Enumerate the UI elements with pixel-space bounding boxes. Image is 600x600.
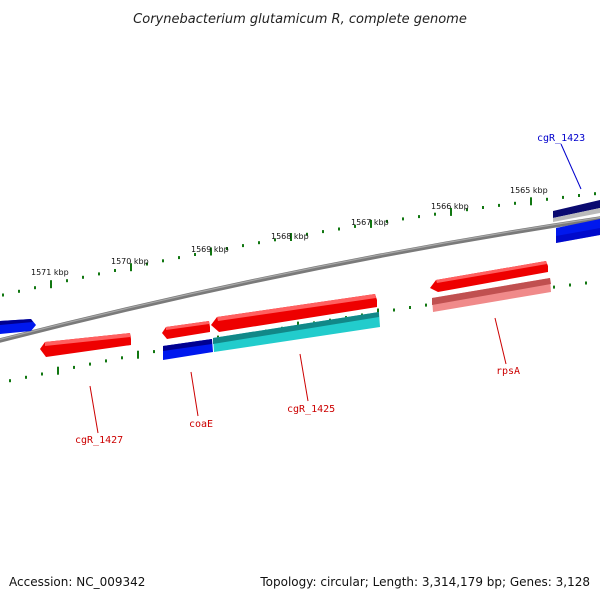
- gene-coaE-track[interactable]: [163, 339, 213, 360]
- tick-label-1569: 1569 kbp: [191, 245, 229, 254]
- page-title: Corynebacterium glutamicum R, complete g…: [133, 12, 467, 27]
- tick-label-1567: 1567 kbp: [351, 218, 389, 227]
- gene-cgR-1427[interactable]: [40, 333, 131, 357]
- gene-cgR-1423[interactable]: [553, 200, 600, 243]
- topology-text: Topology: circular; Length: 3,314,179 bp…: [259, 575, 590, 589]
- genome-backbone-highlight: [0, 216, 600, 341]
- gene-rpsA[interactable]: [430, 261, 551, 312]
- gene-label-cgR-1423[interactable]: cgR_1423: [537, 133, 585, 144]
- tick-label-1566: 1566 kbp: [431, 202, 469, 211]
- gene-left-edge[interactable]: [0, 319, 36, 334]
- tick-label-1568: 1568 kbp: [271, 232, 309, 241]
- label-leaders: [89, 143, 582, 434]
- genome-backbone: [0, 216, 600, 343]
- gene-cgR-1425[interactable]: [211, 294, 377, 332]
- accession-text: Accession: NC_009342: [9, 575, 145, 589]
- tick-label-1565: 1565 kbp: [510, 186, 548, 195]
- tick-labels: 1565 kbp 1566 kbp 1567 kbp 1568 kbp 1569…: [31, 186, 548, 277]
- gene-label-cgR-1427[interactable]: cgR_1427: [75, 435, 123, 446]
- gene-label-cgR-1425[interactable]: cgR_1425: [287, 404, 335, 415]
- tick-label-1571: 1571 kbp: [31, 268, 69, 277]
- gene-cgR-1425-track[interactable]: [213, 312, 380, 352]
- gene-label-rpsA[interactable]: rpsA: [496, 366, 520, 377]
- outer-tick-track: [2, 192, 596, 297]
- gene-coaE[interactable]: [162, 321, 210, 339]
- tick-label-1570: 1570 kbp: [111, 257, 149, 266]
- gene-label-coaE[interactable]: coaE: [189, 419, 213, 430]
